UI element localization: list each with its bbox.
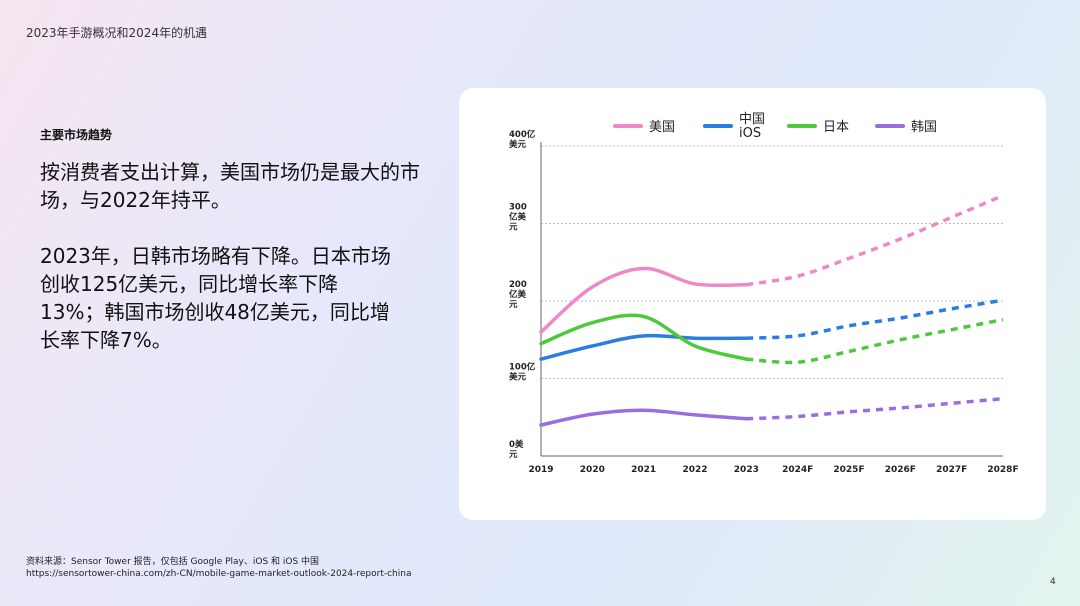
footer-source: 资料来源：Sensor Tower 报告，仅包括 Google Play、iOS… bbox=[26, 556, 411, 580]
y-tick-label: 美元 bbox=[509, 139, 527, 150]
x-tick-label: 2028F bbox=[987, 465, 1018, 475]
chart-grid bbox=[541, 145, 1003, 379]
x-tick-label: 2024F bbox=[782, 465, 813, 475]
series-line-actual bbox=[539, 333, 749, 361]
y-tick-label: 元 bbox=[509, 450, 518, 460]
chart-series bbox=[539, 193, 1004, 427]
series-line-forecast bbox=[746, 396, 1004, 421]
chart-card: 0美元 100亿 美元 200 亿美元 300 亿美元 400亿 美元 2019 2020 2021… bbox=[459, 88, 1046, 520]
y-tick-label: 0美 bbox=[509, 439, 524, 450]
body-paragraph-1: 按消费者支出计算，美国市场仍是最大的市场，与2022年持平。 bbox=[40, 160, 420, 212]
body-paragraph-2: 2023年，日韩市场略有下降。日本市场创收125亿美元，同比增长率下降13%；韩… bbox=[40, 244, 391, 352]
x-tick-label: 2019 bbox=[528, 465, 553, 475]
legend-label: 日本 bbox=[823, 120, 849, 135]
y-tick-label: 元 bbox=[509, 223, 518, 233]
legend-label: 韩国 bbox=[911, 120, 937, 135]
y-tick-label: 400亿 bbox=[509, 129, 536, 140]
legend-label: 中国 bbox=[739, 112, 765, 127]
x-tick-label: 2022 bbox=[682, 465, 707, 475]
series-line-actual bbox=[539, 266, 749, 334]
y-tick-label: 100亿 bbox=[509, 362, 536, 373]
y-tick-label: 200 bbox=[509, 280, 527, 290]
footer-source-url: https://sensortower-china.com/zh-CN/mobi… bbox=[26, 569, 412, 579]
x-tick-label: 2026F bbox=[885, 465, 916, 475]
legend-label: 美国 bbox=[649, 120, 675, 135]
y-tick-label: 美元 bbox=[509, 372, 527, 383]
y-tick-label: 亿美 bbox=[509, 289, 527, 300]
x-tick-label: 2020 bbox=[580, 465, 605, 475]
page-number: 4 bbox=[1050, 577, 1056, 587]
y-tick-label: 300 bbox=[509, 203, 527, 213]
y-tick-label: 亿美 bbox=[509, 212, 527, 223]
x-tick-label: 2023 bbox=[734, 465, 759, 475]
series-line-actual bbox=[539, 313, 749, 361]
x-tick-label: 2027F bbox=[936, 465, 967, 475]
footer-source-text: 资料来源：Sensor Tower 报告，仅包括 Google Play、iOS… bbox=[26, 557, 320, 567]
series-line-actual bbox=[539, 408, 749, 427]
series-line-forecast bbox=[746, 193, 1004, 287]
series-line-forecast bbox=[746, 298, 1004, 340]
x-tick-label: 2021 bbox=[631, 465, 656, 475]
section-heading: 主要市场趋势 bbox=[40, 128, 113, 142]
page-header-title: 2023年手游概况和2024年的机遇 bbox=[26, 26, 208, 40]
y-tick-label: 元 bbox=[509, 300, 518, 310]
series-line-forecast bbox=[746, 317, 1004, 365]
x-tick-label: 2025F bbox=[833, 465, 864, 475]
x-axis: 2019 2020 2021 2022 2023 2024F 2025F 2026F 2027F… bbox=[528, 455, 1019, 475]
legend-label: iOS bbox=[739, 126, 761, 141]
